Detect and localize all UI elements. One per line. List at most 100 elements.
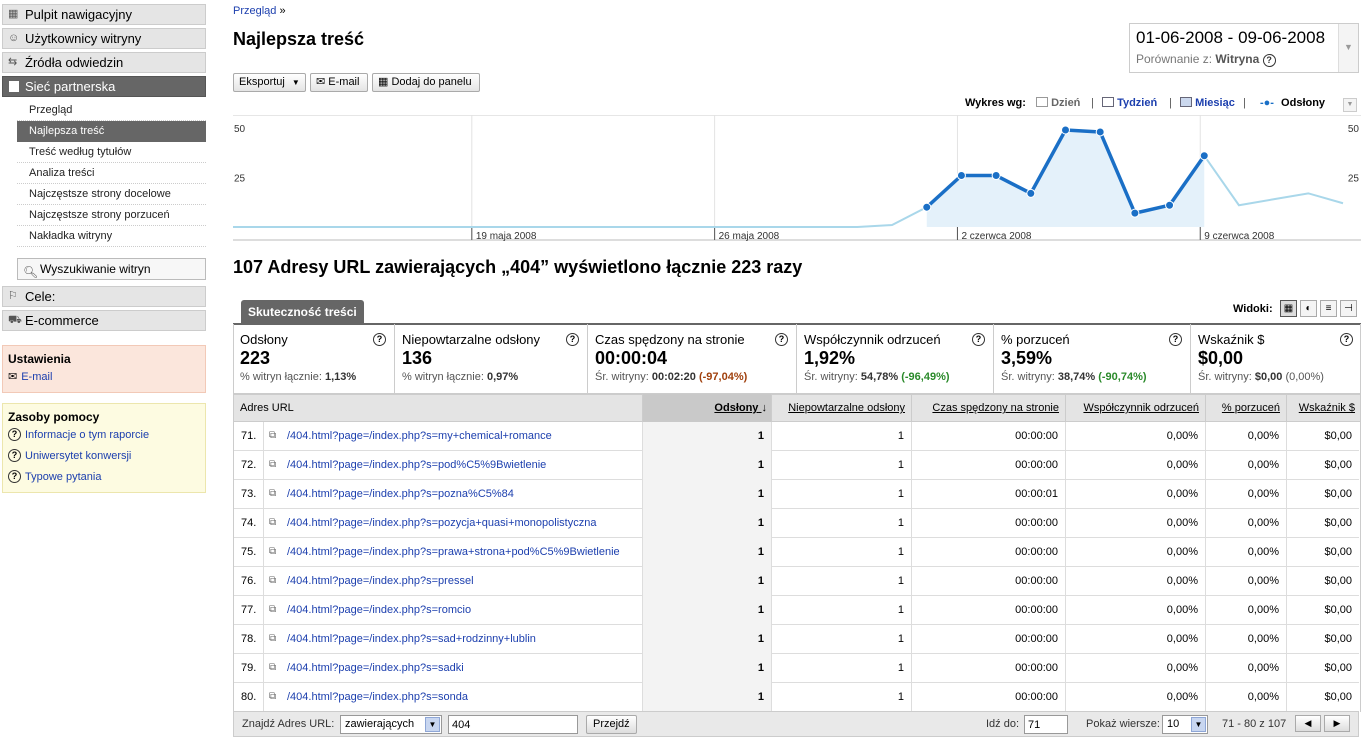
- external-link-icon[interactable]: ⧉: [269, 633, 277, 644]
- chart-point[interactable]: [1095, 127, 1105, 137]
- help-icon[interactable]: ?: [373, 333, 386, 346]
- help-icon[interactable]: ?: [1262, 54, 1276, 67]
- rows-per-page-select[interactable]: 10 ▼: [1162, 715, 1208, 734]
- url-link[interactable]: /404.html?page=/index.php?s=pressel: [287, 575, 474, 587]
- help-icon[interactable]: ?: [972, 333, 985, 346]
- bounce-cell: 0,00%: [1066, 625, 1206, 654]
- nav-goals[interactable]: ⚐ Cele:: [2, 286, 206, 307]
- nav-ecommerce[interactable]: ⛟ E-commerce: [2, 310, 206, 331]
- table-row: 80. ⧉/404.html?page=/index.php?s=sonda 1 1 0…: [233, 683, 1359, 712]
- url-link[interactable]: /404.html?page=/index.php?s=my+chemical+…: [287, 430, 552, 442]
- find-url-input[interactable]: [448, 715, 578, 734]
- email-button[interactable]: ✉ E-mail: [310, 73, 368, 92]
- match-type-select[interactable]: zawierających ▼: [340, 715, 442, 734]
- help-link-conversion-university[interactable]: Uniwersytet konwersji: [25, 450, 132, 462]
- sidebar-item-top-content[interactable]: Najlepsza treść: [17, 121, 206, 142]
- tab-content-performance[interactable]: Skuteczność treści: [241, 300, 364, 324]
- date-range-picker[interactable]: 01-06-2008 - 09-06-2008 Porównanie z: Wi…: [1129, 23, 1359, 73]
- url-link[interactable]: /404.html?page=/index.php?s=sonda: [287, 691, 469, 703]
- nav-content[interactable]: Sieć partnerska: [2, 76, 206, 97]
- sidebar-item-site-overlay[interactable]: Nakładka witryny: [17, 226, 206, 247]
- col-header-url[interactable]: Adres URL: [233, 394, 643, 422]
- chart-area-fill: [926, 129, 1205, 227]
- chevron-down-icon[interactable]: ▼: [1338, 24, 1358, 72]
- series-selector[interactable]: -●- Odsłony: [1260, 97, 1325, 109]
- time-cell: 00:00:00: [912, 422, 1066, 451]
- help-icon[interactable]: ?: [775, 333, 788, 346]
- row-number: 74.: [233, 509, 264, 538]
- col-header-index[interactable]: Wskaźnik $: [1298, 402, 1355, 414]
- chart-point[interactable]: [991, 171, 1001, 181]
- bounce-cell: 0,00%: [1066, 509, 1206, 538]
- help-link-report-info[interactable]: Informacje o tym raporcie: [25, 429, 150, 441]
- external-link-icon[interactable]: ⧉: [269, 691, 277, 702]
- col-header-pageviews-label: Odsłony: [714, 402, 759, 414]
- chart-point[interactable]: [1130, 208, 1140, 218]
- help-icon[interactable]: ?: [566, 333, 579, 346]
- nav-visitors[interactable]: ☺ Użytkownicy witryny: [2, 28, 206, 49]
- time-cell: 00:00:00: [912, 567, 1066, 596]
- url-link[interactable]: /404.html?page=/index.php?s=sadki: [287, 662, 464, 674]
- nav-dashboard[interactable]: ▦ Pulpit nawigacyjny: [2, 4, 206, 25]
- graph-month-option[interactable]: Miesiąc: [1180, 97, 1235, 109]
- row-number: 72.: [233, 451, 264, 480]
- help-icon[interactable]: ?: [1169, 333, 1182, 346]
- row-number: 71.: [233, 422, 264, 451]
- row-number: 75.: [233, 538, 264, 567]
- performance-view-icon[interactable]: ≡: [1320, 300, 1337, 317]
- sidebar-item-exit-pages[interactable]: Najczęstsze strony porzuceń: [17, 205, 206, 226]
- col-header-unique[interactable]: Niepowtarzalne odsłony: [772, 394, 912, 422]
- external-link-icon[interactable]: ⧉: [269, 575, 277, 586]
- table-view-icon[interactable]: ▦: [1280, 300, 1297, 317]
- graph-week-option[interactable]: Tydzień: [1102, 97, 1157, 109]
- time-cell: 00:00:00: [912, 509, 1066, 538]
- url-link[interactable]: /404.html?page=/index.php?s=romcio: [287, 604, 472, 616]
- chart-point[interactable]: [1199, 151, 1209, 161]
- url-link[interactable]: /404.html?page=/index.php?s=prawa+strona…: [287, 546, 620, 558]
- url-link[interactable]: /404.html?page=/index.php?s=pozna%C5%84: [287, 488, 514, 500]
- y-tick-label-left: 50: [234, 124, 246, 135]
- col-header-pageviews[interactable]: Odsłony ↓: [643, 394, 772, 422]
- metric-value: 00:00:04: [595, 348, 668, 368]
- x-tick-label: 9 czerwca 2008: [1204, 231, 1274, 242]
- chart-point[interactable]: [1165, 200, 1175, 210]
- dashboard-icon: ▦: [8, 8, 19, 20]
- nav-traffic-sources[interactable]: ⇆ Źródła odwiedzin: [2, 52, 206, 73]
- chart-point[interactable]: [1061, 125, 1070, 135]
- chevron-down-icon[interactable]: ▼: [1343, 98, 1357, 112]
- url-link[interactable]: /404.html?page=/index.php?s=sad+rodzinny…: [287, 633, 536, 645]
- url-link[interactable]: /404.html?page=/index.php?s=pozycja+quas…: [287, 517, 597, 529]
- sidebar-item-overview[interactable]: Przegląd: [17, 100, 206, 121]
- col-header-exit[interactable]: % porzuceń: [1206, 394, 1287, 422]
- site-search-item[interactable]: 🔍︎ Wyszukiwanie witryn: [17, 258, 206, 280]
- url-link[interactable]: /404.html?page=/index.php?s=pod%C5%9Bwie…: [287, 459, 547, 471]
- external-link-icon[interactable]: ⧉: [269, 662, 277, 673]
- col-header-bounce[interactable]: Współczynnik odrzuceń: [1066, 394, 1206, 422]
- export-button[interactable]: Eksportuj ▼: [233, 73, 306, 92]
- sidebar-item-content-drilldown[interactable]: Analiza treści: [17, 163, 206, 184]
- external-link-icon[interactable]: ⧉: [269, 488, 277, 499]
- settings-email-link[interactable]: E-mail: [21, 371, 53, 383]
- external-link-icon[interactable]: ⧉: [269, 546, 277, 557]
- add-to-dashboard-button[interactable]: ▦ Dodaj do panelu: [372, 73, 480, 92]
- help-icon[interactable]: ?: [1340, 333, 1353, 346]
- col-header-time[interactable]: Czas spędzony na stronie: [912, 394, 1066, 422]
- chart-point[interactable]: [922, 202, 932, 212]
- chart-point[interactable]: [956, 171, 966, 181]
- external-link-icon[interactable]: ⧉: [269, 604, 277, 615]
- breadcrumb-overview[interactable]: Przegląd: [233, 5, 277, 17]
- external-link-icon[interactable]: ⧉: [269, 517, 277, 528]
- graph-day-option[interactable]: Dzień: [1036, 97, 1080, 109]
- goto-input[interactable]: [1024, 715, 1068, 734]
- sidebar-item-landing-pages[interactable]: Najczęstsze strony docelowe: [17, 184, 206, 205]
- pie-view-icon[interactable]: ◐: [1300, 300, 1317, 317]
- help-link-faq[interactable]: Typowe pytania: [25, 471, 102, 483]
- external-link-icon[interactable]: ⧉: [269, 430, 277, 441]
- find-go-button[interactable]: Przejdź: [586, 715, 637, 734]
- prev-page-icon[interactable]: ◀: [1295, 715, 1321, 732]
- next-page-icon[interactable]: ▶: [1324, 715, 1350, 732]
- external-link-icon[interactable]: ⧉: [269, 459, 277, 470]
- sidebar-item-content-by-title[interactable]: Treść według tytułów: [17, 142, 206, 163]
- comparison-view-icon[interactable]: ⊣: [1340, 300, 1357, 317]
- chart-point[interactable]: [1026, 188, 1036, 198]
